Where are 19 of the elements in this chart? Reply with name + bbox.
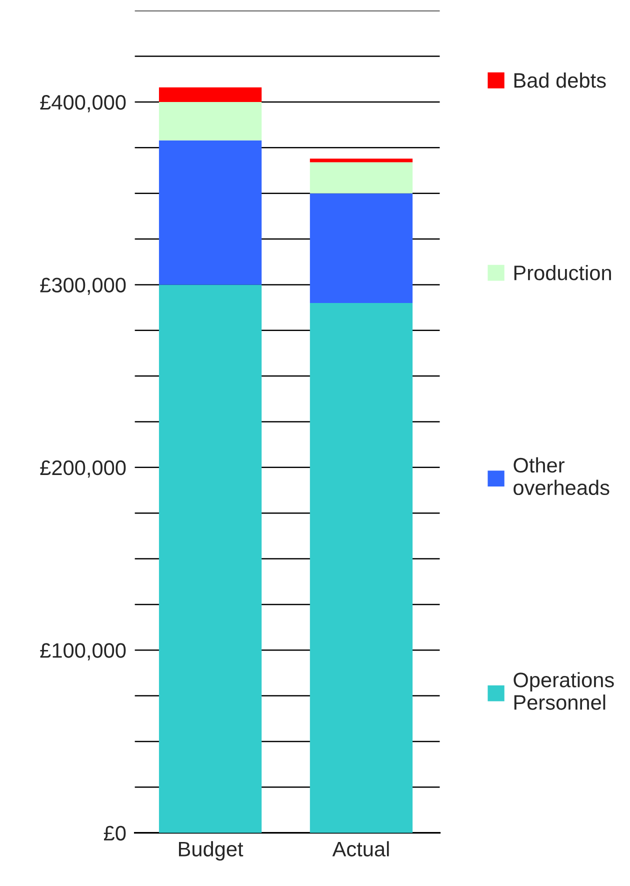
y-tick-label: £200,000 [40,460,126,478]
bar [158,87,262,102]
legend-label: Bad debts [514,72,606,88]
y-tick-label: £300,000 [40,278,126,295]
y-tick-label: £100,000 [40,643,126,660]
bar [310,162,413,194]
bar [158,284,262,833]
y-tick-label: £0 [104,826,126,841]
bar [158,102,262,140]
legend-label: Production [514,264,611,280]
legend-label: Operations Personnel [514,672,614,710]
x-tick-label: Actual [332,841,389,856]
bar [158,140,262,285]
bar [310,302,413,833]
x-tick-label: Budget [178,841,244,861]
bar [310,158,413,162]
y-tick-label: £400,000 [40,94,126,112]
legend-label: Other overheads [514,457,610,496]
bar [310,193,413,303]
